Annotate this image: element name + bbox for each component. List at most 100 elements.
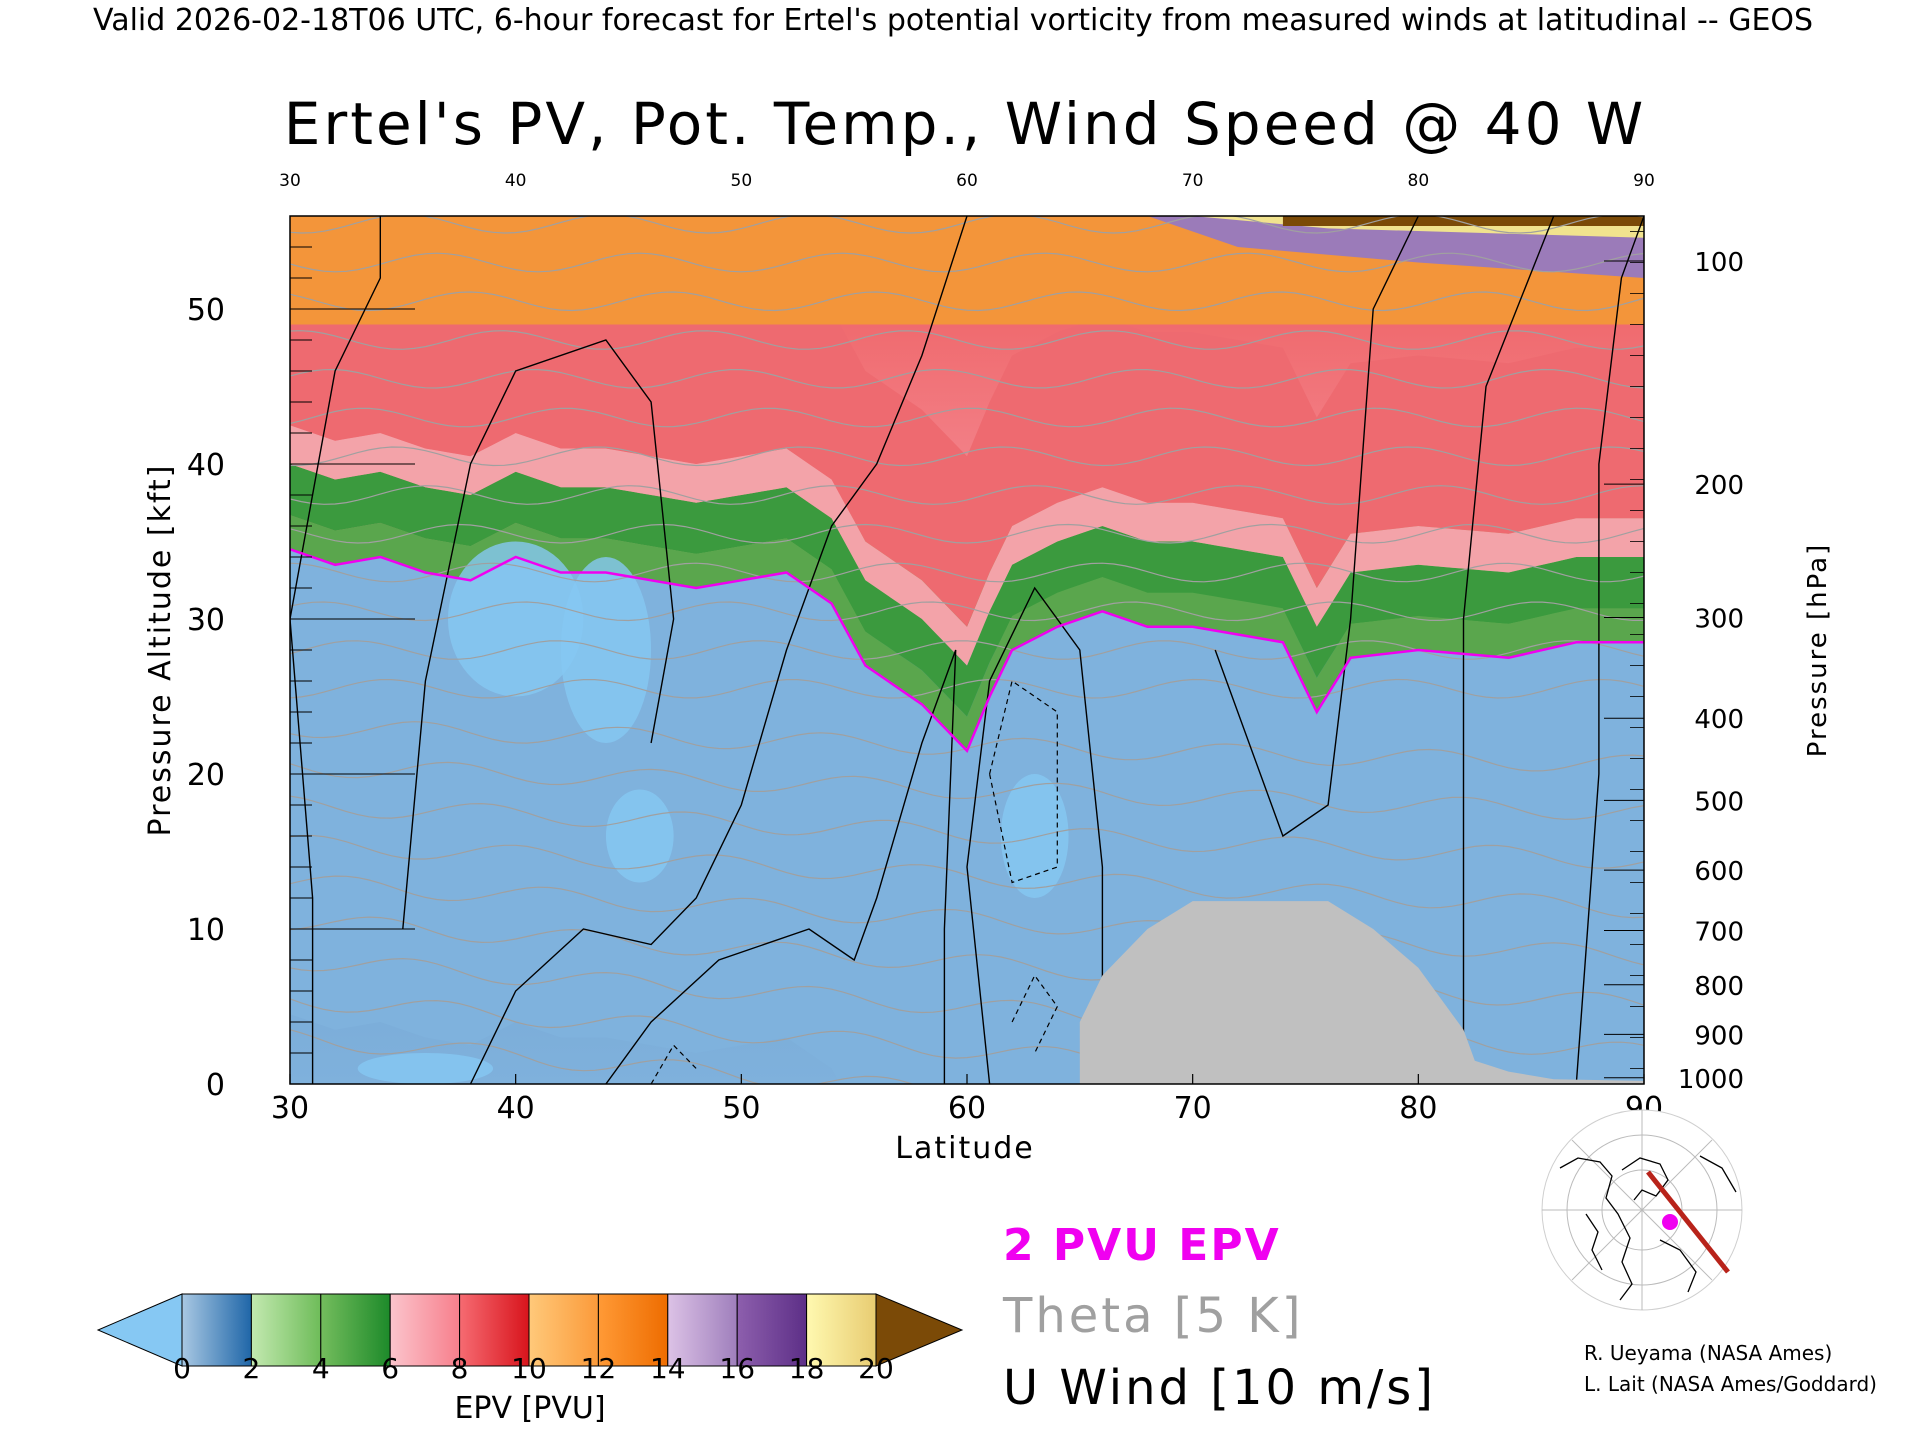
top-x-tick-label: 70 (1182, 171, 1204, 191)
x-tick-label: 50 (722, 1091, 760, 1126)
wind-contour (1214, 216, 1419, 838)
theta-contour (290, 330, 1644, 350)
wind-contour (966, 586, 1104, 1084)
credit-line-2: L. Lait (NASA Ames/Goddard) (1584, 1372, 1877, 1396)
red-band (290, 254, 1644, 627)
top-x-tick-label: 40 (505, 171, 527, 191)
y-axis-label: Pressure Altitude [kft] (143, 464, 178, 837)
legend: 2 PVU EPV Theta [5 K] U Wind [10 m/s] (1002, 1220, 1433, 1416)
wind-contour (469, 216, 968, 1084)
wind-contours (290, 216, 1644, 1084)
colorbar-tick-label: 8 (451, 1352, 469, 1385)
colorbar-tick-labels: 0 2 4 6 8 10 12 14 16 18 20 (173, 1352, 894, 1385)
x-tick-label: 30 (271, 1091, 309, 1126)
y-tick-label: 10 (187, 913, 225, 948)
cross-section-path (1646, 1170, 1730, 1274)
low-pv-patch-5 (357, 1053, 494, 1084)
theta-contour (290, 446, 1644, 467)
low-pv-patch-4 (1000, 774, 1069, 898)
colorbar-tick-label: 6 (381, 1352, 399, 1385)
easterly-wind-contour (650, 1044, 697, 1084)
epv-colorbar: 0 2 4 6 8 10 12 14 16 18 20 EPV [PVU] (96, 1293, 964, 1426)
pressure-tick-label: 300 (1694, 604, 1744, 634)
theta-contour (290, 795, 1644, 869)
theta-contour (290, 523, 1644, 544)
low-pv-patch-3 (605, 789, 674, 883)
colorbar-tick-label: 10 (511, 1352, 547, 1385)
terrain-mask (1079, 901, 1644, 1084)
theta-contour (290, 601, 1644, 622)
pressure-axis-label: Pressure [hPa] (1803, 543, 1833, 758)
pressure-tick-label: 500 (1694, 787, 1744, 817)
colorbar-bin (597, 1293, 669, 1367)
colorbar-tick-label: 4 (312, 1352, 330, 1385)
pressure-axis-ticks: 100 200 300 400 500 600 700 800 900 1000 (1604, 231, 1744, 1095)
y-tick-label: 0 (206, 1068, 225, 1103)
colorbar-under-arrow (96, 1293, 183, 1367)
pressure-tick-label: 200 (1694, 471, 1744, 501)
pressure-tick-label: 1000 (1678, 1065, 1744, 1095)
colorbar-tick-label: 2 (242, 1352, 260, 1385)
pressure-tick-label: 800 (1694, 972, 1744, 1002)
theta-contour (290, 485, 1644, 505)
top-x-tick-label: 80 (1408, 171, 1430, 191)
theta-contour (290, 407, 1644, 428)
top-x-tick-label: 30 (279, 171, 301, 191)
theta-contour (290, 834, 1644, 919)
colorbar-bin (667, 1293, 738, 1367)
inset-map (1541, 1109, 1743, 1311)
theta-contour (290, 761, 1644, 820)
theta-contour (290, 562, 1644, 583)
wind-contour (1575, 216, 1644, 1084)
top-x-tick-label: 90 (1633, 171, 1655, 191)
colorbar-label: EPV [PVU] (454, 1391, 605, 1426)
pressure-tick-label: 600 (1694, 857, 1744, 887)
pressure-tick-label: 900 (1694, 1021, 1744, 1051)
pressure-tick-label: 400 (1694, 705, 1744, 735)
theta-contour (290, 875, 1644, 966)
inset-map-graticule (1542, 1110, 1742, 1310)
theta-contour (290, 291, 1644, 312)
x-axis-label: Latitude (895, 1131, 1034, 1166)
brown-band (1282, 216, 1644, 226)
chart-title: Ertel's PV, Pot. Temp., Wind Speed @ 40 … (284, 90, 1647, 158)
easterly-wind-contour (989, 680, 1058, 884)
colorbar-bin (320, 1293, 391, 1367)
theta-contour (290, 678, 1644, 699)
colorbar-bin (250, 1293, 322, 1367)
y-axis-ticks: 0 10 20 30 40 50 (187, 215, 415, 1103)
credit-line-1: R. Ueyama (NASA Ames) (1584, 1341, 1832, 1365)
pressure-tick-label: 100 (1694, 248, 1744, 278)
map-location-marker (1662, 1214, 1678, 1230)
colorbar-bin (181, 1293, 252, 1367)
x-tick-label: 40 (497, 1091, 535, 1126)
colorbar-tick-label: 20 (858, 1352, 894, 1385)
top-x-tick-label: 60 (956, 171, 978, 191)
colorbar-tick-label: 18 (789, 1352, 825, 1385)
y-tick-label: 20 (187, 758, 225, 793)
two-pvu-line (290, 548, 1644, 754)
colorbar-tick-label: 14 (650, 1352, 686, 1385)
top-x-tick-label: 50 (731, 171, 753, 191)
x-tick-label: 60 (948, 1091, 986, 1126)
inset-map-coastlines (1559, 1155, 1737, 1301)
forecast-description: Valid 2026-02-18T06 UTC, 6-hour forecast… (93, 3, 1813, 38)
x-tick-label: 70 (1174, 1091, 1212, 1126)
pressure-tick-label: 700 (1694, 918, 1744, 948)
colorbar-bins (181, 1293, 877, 1367)
colorbar-bin (736, 1293, 808, 1367)
wind-contour (1462, 216, 1555, 1084)
colorbar-tick-label: 0 (173, 1352, 191, 1385)
theta-contour (290, 252, 1644, 273)
legend-pv-line: 2 PVU EPV (1003, 1220, 1281, 1271)
theta-contour (290, 216, 1644, 234)
colorbar-tick-label: 12 (581, 1352, 617, 1385)
colorbar-bin (389, 1293, 461, 1367)
y-tick-label: 40 (187, 448, 225, 483)
y-tick-label: 50 (187, 293, 225, 328)
colorbar-over-arrow (875, 1293, 964, 1367)
colorbar-bin (459, 1293, 530, 1367)
x-tick-label: 80 (1399, 1091, 1437, 1126)
